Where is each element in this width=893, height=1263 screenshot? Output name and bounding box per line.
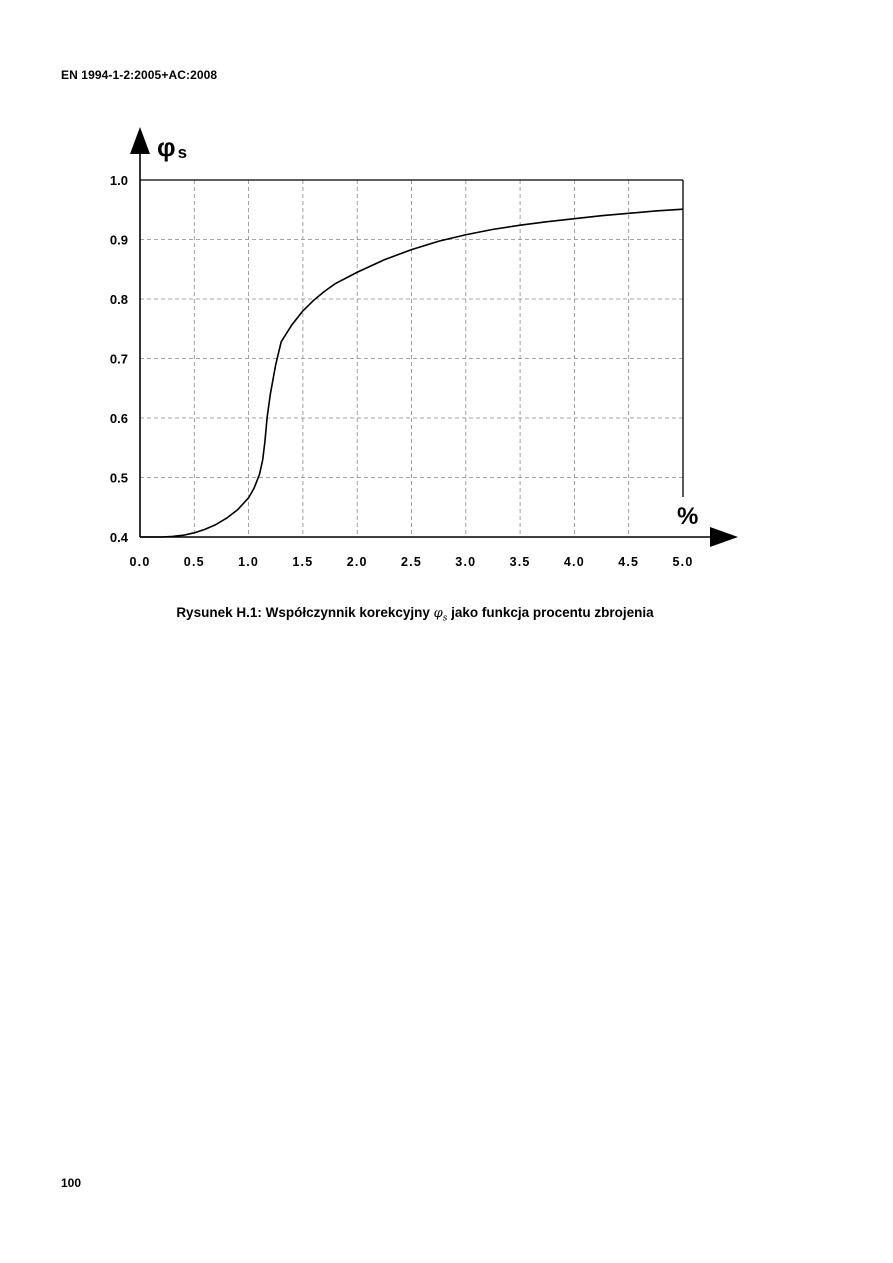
- caption-symbol-main: φ: [433, 606, 443, 621]
- y-axis-arrow: [130, 127, 150, 154]
- x-tick-label-3.0: 3.0: [455, 555, 476, 569]
- caption-symbol: φs: [433, 606, 448, 624]
- x-tick-label-0.0: 0.0: [130, 555, 151, 569]
- x-tick-label-5.0: 5.0: [673, 555, 694, 569]
- plot-frame: [130, 127, 738, 547]
- tick-labels: 0.0 0.5 1.0 1.5 2.0 2.5 3.0 3.5 4.0 4.5 5.0 0.4 0.5 0…: [110, 173, 694, 569]
- x-tick-label-4.0: 4.0: [564, 555, 585, 569]
- chart-svg: 0.0 0.5 1.0 1.5 2.0 2.5 3.0 3.5 4.0 4.5 5.0 0.4 0.5 0…: [110, 127, 738, 569]
- correction-factor-curve: [140, 208, 684, 538]
- y-tick-label-0.5: 0.5: [110, 471, 128, 486]
- y-axis-label-symbol: φ: [157, 132, 176, 162]
- correction-factor-chart: 0.0 0.5 1.0 1.5 2.0 2.5 3.0 3.5 4.0 4.5 5.0 0.4 0.5 0…: [110, 127, 738, 569]
- document-standard-header: EN 1994-1-2:2005+AC:2008: [61, 68, 218, 82]
- figure-caption: Rysunek H.1: Współczynnik korekcyjny φs …: [0, 605, 830, 624]
- x-tick-label-1.0: 1.0: [238, 555, 259, 569]
- x-axis-label: %: [677, 503, 698, 530]
- y-tick-label-0.8: 0.8: [110, 292, 128, 307]
- x-axis-arrow: [710, 527, 738, 547]
- caption-suffix: jako funkcja procentu zbrojenia: [447, 605, 654, 620]
- y-axis-label-subscript: s: [178, 143, 187, 162]
- caption-prefix: Rysunek H.1: Współczynnik korekcyjny: [176, 605, 434, 620]
- x-tick-label-1.5: 1.5: [292, 555, 313, 569]
- x-tick-label-2.5: 2.5: [401, 555, 422, 569]
- y-tick-label-0.9: 0.9: [110, 233, 128, 248]
- y-tick-label-0.4: 0.4: [110, 530, 129, 545]
- caption-symbol-sub: s: [442, 613, 448, 624]
- page-number: 100: [61, 1176, 82, 1190]
- y-tick-label-1.0: 1.0: [110, 173, 128, 188]
- y-tick-label-0.7: 0.7: [110, 352, 128, 367]
- x-tick-label-2.0: 2.0: [347, 555, 368, 569]
- curve-layer: [140, 208, 684, 538]
- grid-lines: [140, 180, 683, 537]
- x-tick-label-3.5: 3.5: [510, 555, 531, 569]
- x-tick-label-0.5: 0.5: [184, 555, 205, 569]
- x-tick-label-4.5: 4.5: [618, 555, 639, 569]
- y-tick-label-0.6: 0.6: [110, 411, 128, 426]
